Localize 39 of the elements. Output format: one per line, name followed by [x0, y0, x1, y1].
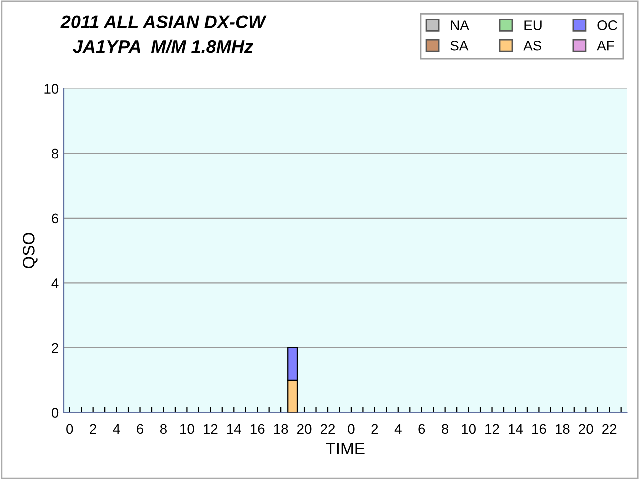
x-tick-label: 0	[66, 424, 74, 434]
x-tick-label: 8	[442, 424, 449, 434]
chart-title: 2011 ALL ASIAN DX-CW JA1YPA M/M 1.8MHz	[60, 16, 267, 54]
legend-label: AS	[524, 40, 542, 51]
x-axis-title: TIME	[326, 443, 365, 454]
x-tick-label: 20	[579, 424, 594, 434]
y-axis-title: QSO	[23, 233, 38, 269]
x-tick-label: 10	[180, 424, 194, 434]
x-tick-label: 2	[372, 424, 378, 434]
x-tick-label: 10	[462, 424, 476, 434]
legend-label: SA	[450, 40, 469, 51]
x-tick-label: 4	[394, 424, 402, 434]
y-tick-label: 2	[52, 343, 58, 354]
y-tick-label: 10	[44, 84, 59, 94]
x-tick-label: 12	[486, 424, 500, 434]
legend-label: AF	[597, 41, 614, 51]
legend-label: OC	[598, 20, 618, 30]
x-tick-label: 4	[113, 424, 120, 434]
legend-label: NA	[451, 20, 470, 30]
x-tick-label: 6	[137, 424, 144, 434]
y-tick-label: 0	[52, 408, 59, 418]
x-tick-label: 18	[556, 424, 570, 434]
x-tick-label: 18	[274, 424, 288, 434]
y-tick-label: 8	[52, 148, 59, 159]
x-tick-label: 0	[348, 424, 355, 434]
legend-label: EU	[524, 20, 542, 30]
x-tick-label: 12	[204, 424, 218, 434]
x-tick-label: 22	[320, 424, 336, 434]
x-tick-label: 2	[90, 424, 96, 434]
x-tick-label: 16	[532, 424, 546, 434]
y-tick-label: 6	[52, 214, 59, 224]
x-tick-label: 14	[227, 424, 242, 434]
y-tick-label: 4	[52, 278, 59, 288]
x-tick-label: 20	[298, 424, 312, 434]
x-tick-label: 16	[250, 424, 265, 434]
x-tick-label: 8	[160, 424, 167, 434]
x-tick-label: 14	[509, 424, 524, 434]
x-tick-label: 6	[418, 424, 426, 434]
x-tick-label: 22	[602, 424, 617, 434]
